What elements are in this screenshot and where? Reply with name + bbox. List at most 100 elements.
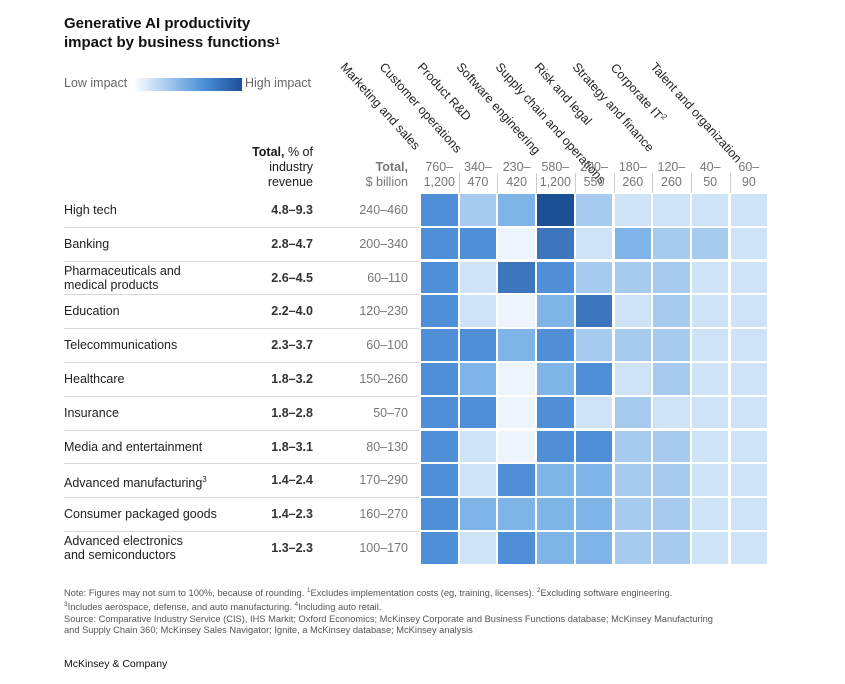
heatmap-cell [691, 430, 729, 463]
heatmap-cell [459, 464, 497, 496]
heatmap-cell [614, 194, 651, 226]
heatmap-cell [653, 329, 690, 361]
heatmap-cell [691, 261, 729, 294]
chart-title-line-2: impact by business functions1 [64, 33, 324, 52]
industry-label: Consumer packaged goods [64, 507, 217, 521]
function-value-range: 340– 470 [458, 160, 498, 190]
heatmap-cell [730, 194, 768, 226]
heatmap-cell [653, 295, 690, 327]
heatmap-cell [575, 464, 613, 496]
note-marker: 4 [294, 601, 299, 609]
industry-label: Healthcare [64, 372, 124, 386]
range-line: 550 [583, 175, 605, 189]
heatmap-cell [730, 227, 768, 260]
heatmap-cell [537, 430, 574, 463]
heatmap-cell [691, 329, 729, 361]
range-line: 40– [699, 160, 721, 174]
heatmap-cell [459, 194, 497, 226]
brand-logo-text: McKinsey & Company [64, 658, 168, 670]
note-text: Excludes implementation costs (eg, train… [310, 588, 537, 599]
industry-total-bn: 60–100 [366, 338, 408, 353]
footnote-line-2: 3Includes aerospace, defense, and auto m… [64, 599, 784, 613]
function-value-range: 40– 50 [690, 160, 730, 190]
chart-title-line-2-text: impact by business functions [64, 34, 275, 51]
heatmap-cell [421, 261, 458, 294]
function-value-range: 60– 90 [729, 160, 769, 190]
row-separator [64, 395, 419, 397]
industry-label-line: medical products [64, 277, 159, 292]
heatmap-cell [691, 498, 729, 530]
legend-gradient-bar [133, 78, 242, 91]
heatmap-cell [537, 329, 574, 361]
heatmap-cell [614, 295, 651, 327]
note-text: Note: Figures may not sum to 100%, becau… [64, 588, 307, 599]
row-separator [64, 497, 419, 499]
industry-label: Advanced manufacturing3 [64, 473, 207, 490]
range-line: 760– [425, 160, 454, 174]
industry-label-line: Telecommunications [64, 338, 178, 353]
function-value-range: 180– 260 [613, 160, 653, 190]
heatmap-cell [730, 261, 768, 294]
source-line-1: Source: Comparative Industry Service (CI… [64, 613, 713, 624]
heatmap-cell [498, 194, 535, 226]
industry-label: Education [64, 304, 120, 318]
heatmap-cell [730, 329, 768, 361]
heatmap-cell [537, 532, 574, 564]
heatmap-cell [691, 227, 729, 260]
row-separator [64, 463, 419, 465]
industry-total-bn: 60–110 [367, 270, 408, 285]
heatmap-cell [653, 261, 690, 294]
industry-label: Pharmaceuticals and medical products [64, 264, 181, 292]
heatmap-cell [537, 464, 574, 496]
industry-label-line: Insurance [64, 405, 119, 420]
chart-title: Generative AI productivity impact by bus… [64, 14, 324, 52]
heatmap-cell [614, 261, 651, 294]
heatmap-cell [614, 363, 651, 395]
industry-total-bn: 240–460 [359, 203, 408, 217]
range-line: 260 [622, 175, 644, 189]
range-line: 50 [703, 175, 718, 189]
industry-label: Media and entertainment [64, 440, 202, 454]
function-value-range: 760– 1,200 [419, 160, 459, 190]
note-marker: 3 [64, 601, 68, 609]
industry-total-bn: 50–70 [373, 405, 408, 420]
industry-label-line: Education [64, 304, 120, 319]
industry-label-line: Healthcare [64, 372, 125, 386]
industry-total-pct: 4.8–9.3 [271, 203, 313, 217]
column-divider [536, 173, 538, 193]
heatmap-cell [653, 227, 690, 260]
industry-label-line: Consumer packaged goods [64, 507, 217, 522]
column-divider [497, 173, 499, 193]
industry-label: Telecommunications [64, 338, 177, 352]
column-divider [690, 173, 692, 193]
heatmap-cell [730, 396, 768, 429]
heatmap-cell [537, 261, 574, 294]
heatmap-cell [691, 295, 729, 327]
row-separator [64, 260, 419, 262]
heatmap-cell [575, 194, 613, 226]
heatmap-cell [614, 430, 651, 463]
heatmap-cell [498, 498, 535, 530]
total-bn-header: Total, $ billion [330, 160, 408, 190]
industry-total-bn: 200–340 [359, 236, 408, 251]
range-line: 420 [506, 175, 528, 189]
heatmap-cell [459, 532, 497, 564]
heatmap-cell [575, 396, 613, 429]
heatmap-cell [421, 464, 458, 496]
heatmap-cell [614, 532, 651, 564]
range-line: 1,200 [423, 175, 455, 189]
industry-label: High tech [64, 203, 117, 217]
industry-total-pct: 1.3–2.3 [271, 541, 313, 555]
heatmap-cell [421, 396, 458, 429]
heatmap-cell [459, 430, 497, 463]
total-pct-header: Total, % of industry revenue [200, 145, 313, 190]
industry-label: Advanced electronics and semiconductors [64, 534, 183, 562]
footnotes: Note: Figures may not sum to 100%, becau… [64, 585, 784, 636]
industry-total-bn: 100–170 [359, 541, 408, 555]
heatmap-cell [730, 363, 768, 395]
heatmap-cell [730, 430, 768, 463]
heatmap-cell [691, 396, 729, 429]
heatmap-cell [614, 498, 651, 530]
industry-total-pct: 1.8–2.8 [271, 405, 313, 420]
industry-total-bn: 160–270 [359, 507, 408, 522]
